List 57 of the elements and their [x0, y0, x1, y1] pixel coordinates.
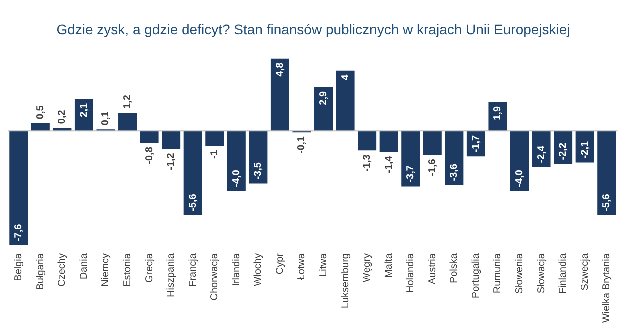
x-tick-label: Francja: [188, 253, 199, 287]
x-tick-label: Słowacja: [536, 253, 548, 294]
data-label: -4,0: [514, 170, 526, 188]
chart-title: Gdzie zysk, a gdzie deficyt? Stan finansów publicznych w krajach Unii Europejskiej: [56, 21, 570, 38]
x-tick-label: Rumunia: [492, 253, 504, 294]
data-label: 1,2: [122, 94, 134, 110]
data-label: -1: [210, 150, 221, 160]
data-label: -0,8: [144, 146, 156, 164]
x-tick-label: Malta: [384, 253, 395, 278]
data-label: -0,1: [296, 136, 308, 154]
data-label: 2,9: [318, 90, 330, 106]
x-tick-label: Belgia: [14, 253, 25, 282]
data-label: -7,6: [14, 224, 25, 242]
data-label: -3,7: [406, 165, 417, 183]
x-tick-label: Włochy: [253, 254, 264, 286]
x-tick-label: Węgry: [362, 254, 374, 282]
data-label: 4,8: [274, 62, 286, 77]
data-label: 1,9: [492, 106, 504, 120]
x-tick-label: Łotwa: [296, 253, 308, 280]
x-tick-label: Austria: [427, 253, 438, 285]
x-tick-label: Cypr: [274, 252, 286, 275]
x-tick-label: Niemcy: [100, 254, 112, 287]
x-tick-label: Dania: [78, 253, 90, 280]
x-tick-label: Wielka Brytania: [602, 253, 613, 323]
x-tick-label: Finlandia: [558, 253, 570, 294]
data-label: -2,2: [558, 142, 570, 160]
data-label: 4: [340, 74, 352, 80]
data-label: -1,4: [384, 156, 395, 174]
data-label: -5,6: [602, 194, 613, 212]
x-tick-label: Litwa: [318, 253, 330, 277]
x-tick-label: Chorwacja: [210, 253, 221, 301]
data-label: -1,2: [166, 152, 178, 170]
data-label: -1,3: [362, 154, 374, 172]
data-label: 0,5: [35, 105, 46, 120]
data-label: -5,6: [188, 194, 199, 212]
x-tick-label: Polska: [449, 253, 460, 284]
x-tick-label: Luksemburg: [340, 254, 352, 309]
x-tick-label: Czechy: [57, 254, 68, 287]
data-label: -3,6: [449, 164, 460, 182]
data-label: -2,1: [580, 141, 591, 159]
x-tick-label: Słowenia: [514, 253, 526, 294]
x-tick-label: Grecja: [144, 253, 156, 283]
x-tick-label: Szwecja: [580, 253, 591, 291]
data-label: 2,1: [78, 103, 90, 118]
data-label: -1,7: [470, 135, 482, 153]
x-tick-label: Irlandia: [231, 253, 242, 286]
x-tick-label: Estonia: [122, 253, 134, 287]
data-label: -4,0: [231, 170, 242, 188]
data-label: 0,2: [57, 110, 68, 124]
x-tick-label: Hiszpania: [166, 253, 178, 298]
data-label: -2,4: [536, 146, 548, 164]
x-tick-label: Bułgaria: [35, 253, 46, 290]
data-label: -1,6: [427, 158, 438, 176]
x-tick-label: Portugalia: [470, 253, 482, 299]
x-tick-label: Holandia: [406, 253, 417, 294]
data-label: 0,1: [100, 111, 112, 126]
data-label: -3,5: [253, 162, 264, 180]
